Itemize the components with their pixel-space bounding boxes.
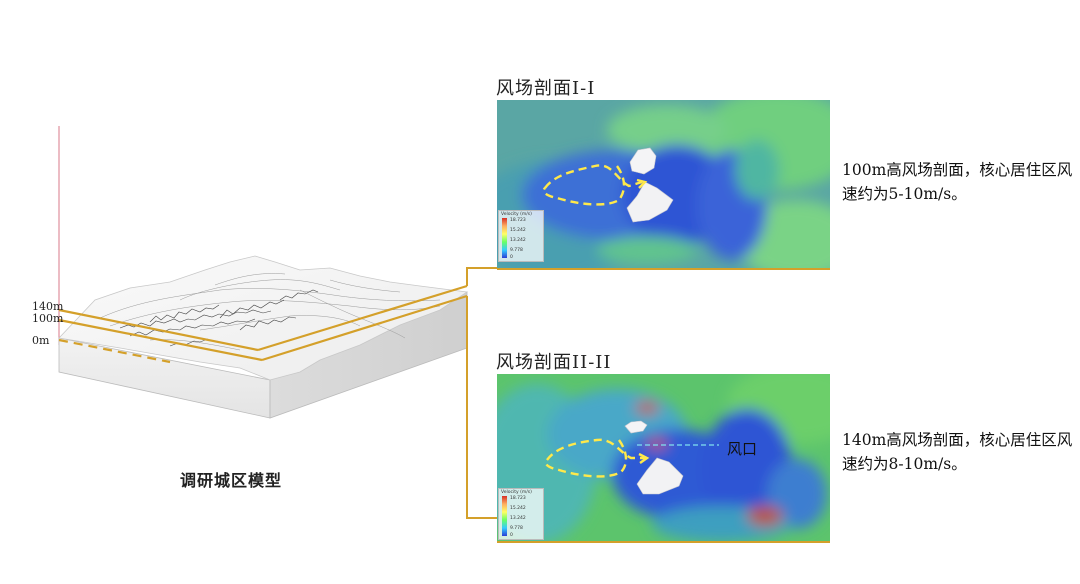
section1-legend-title: Velocity (m/s) — [501, 212, 532, 217]
section1-legend-tick: 18.723 — [510, 218, 526, 223]
section1-arrow-icon — [636, 178, 648, 189]
model-caption: 调研城区模型 — [180, 471, 283, 490]
section2-legend-colorbar — [502, 496, 507, 536]
section2-title: 风场剖面II-II — [496, 352, 612, 373]
section1-legend-colorbar — [502, 218, 507, 258]
section2-legend-tick: 9.778 — [510, 526, 523, 531]
section2-legend-title: Velocity (m/s) — [501, 490, 532, 495]
leader-to-section2 — [466, 296, 497, 519]
section1-windfield-plot: Velocity (m/s) 18.723 15.242 13.242 9.77… — [497, 100, 830, 268]
section2-description: 140m高风场剖面，核心居住区风速约为8-10m/s。 — [842, 431, 1073, 473]
section2-legend-tick: 13.242 — [510, 516, 526, 521]
section-planes — [58, 284, 468, 364]
section1-obstacle-upper — [629, 147, 657, 175]
height-label-140m: 140m — [32, 300, 64, 313]
section-plane-100m-right — [261, 294, 468, 362]
section2-legend-tick: 18.723 — [510, 496, 526, 501]
wind-gap-label: 风口 — [727, 440, 758, 458]
section2-legend: Velocity (m/s) 18.723 15.242 13.242 9.77… — [498, 488, 544, 540]
section-plane-100m-left — [58, 318, 263, 362]
section2-obstacle-upper — [624, 420, 648, 434]
section-plane-140m-left — [58, 308, 259, 352]
height-label-0m: 0m — [32, 334, 50, 347]
section2-baseline — [497, 541, 830, 543]
section1-title: 风场剖面I-I — [496, 78, 596, 99]
leader-to-section1 — [466, 267, 497, 286]
section1-core-area-outline — [542, 164, 643, 206]
leader-lines — [466, 267, 497, 519]
section-plane-0m — [58, 338, 171, 364]
section2-legend-tick: 0 — [510, 533, 513, 538]
section1-legend-tick: 15.242 — [510, 228, 526, 233]
section1-baseline — [497, 268, 830, 270]
section1-description: 100m高风场剖面，核心居住区风速约为5-10m/s。 — [842, 161, 1073, 203]
section1-legend-tick: 9.778 — [510, 248, 523, 253]
section2-core-area-outline — [544, 438, 645, 478]
section-plane-140m-right — [257, 284, 468, 352]
section2-velocity-field — [497, 374, 830, 542]
section1-velocity-field — [497, 100, 830, 268]
section2-windfield-plot: Velocity (m/s) 18.723 15.242 13.242 9.77… — [497, 374, 830, 542]
section1-legend-tick: 13.242 — [510, 238, 526, 243]
section1-legend-tick: 0 — [510, 255, 513, 260]
section1-legend: Velocity (m/s) 18.723 15.242 13.242 9.77… — [498, 210, 544, 262]
section2-obstacle-lower — [636, 457, 684, 495]
section2-legend-tick: 15.242 — [510, 506, 526, 511]
section2-arrow-icon — [638, 452, 650, 464]
terrain-surface — [58, 255, 469, 381]
section1-obstacle-lower — [626, 181, 674, 223]
height-label-100m: 100m — [32, 312, 64, 325]
